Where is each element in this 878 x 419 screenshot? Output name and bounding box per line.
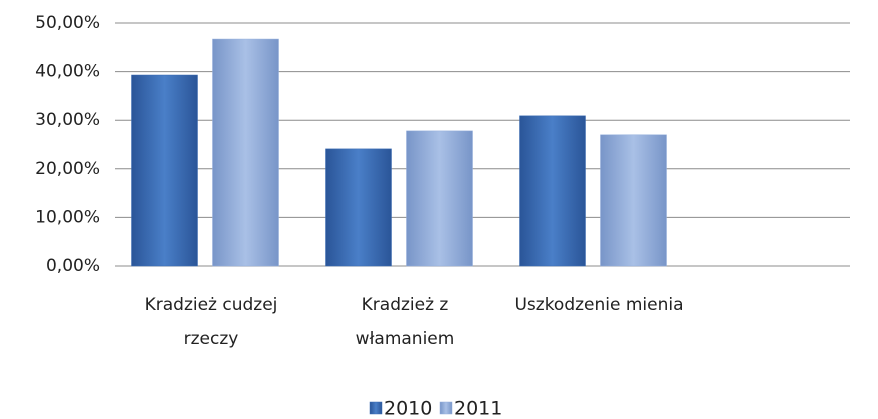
bar bbox=[406, 130, 473, 267]
x-tick-label: Uszkodzenie mienia bbox=[514, 295, 684, 315]
bar bbox=[519, 115, 586, 267]
y-tick-label: 20,00% bbox=[35, 159, 100, 179]
y-tick-label: 40,00% bbox=[35, 62, 100, 82]
legend-marker bbox=[439, 401, 453, 415]
bar bbox=[212, 38, 279, 267]
legend-marker bbox=[369, 401, 383, 415]
y-tick-label: 50,00% bbox=[35, 13, 100, 33]
y-tick-label: 10,00% bbox=[35, 207, 100, 227]
bar bbox=[600, 134, 667, 267]
x-tick-label: Kradzież cudzej rzeczy bbox=[144, 295, 278, 349]
legend-label: 2010 bbox=[384, 398, 432, 419]
bar bbox=[131, 74, 198, 267]
legend-label: 2011 bbox=[454, 398, 502, 419]
bar bbox=[325, 148, 392, 267]
y-tick-label: 0,00% bbox=[46, 256, 100, 276]
y-tick-label: 30,00% bbox=[35, 110, 100, 130]
x-tick-label: Kradzież z włamaniem bbox=[355, 295, 455, 349]
